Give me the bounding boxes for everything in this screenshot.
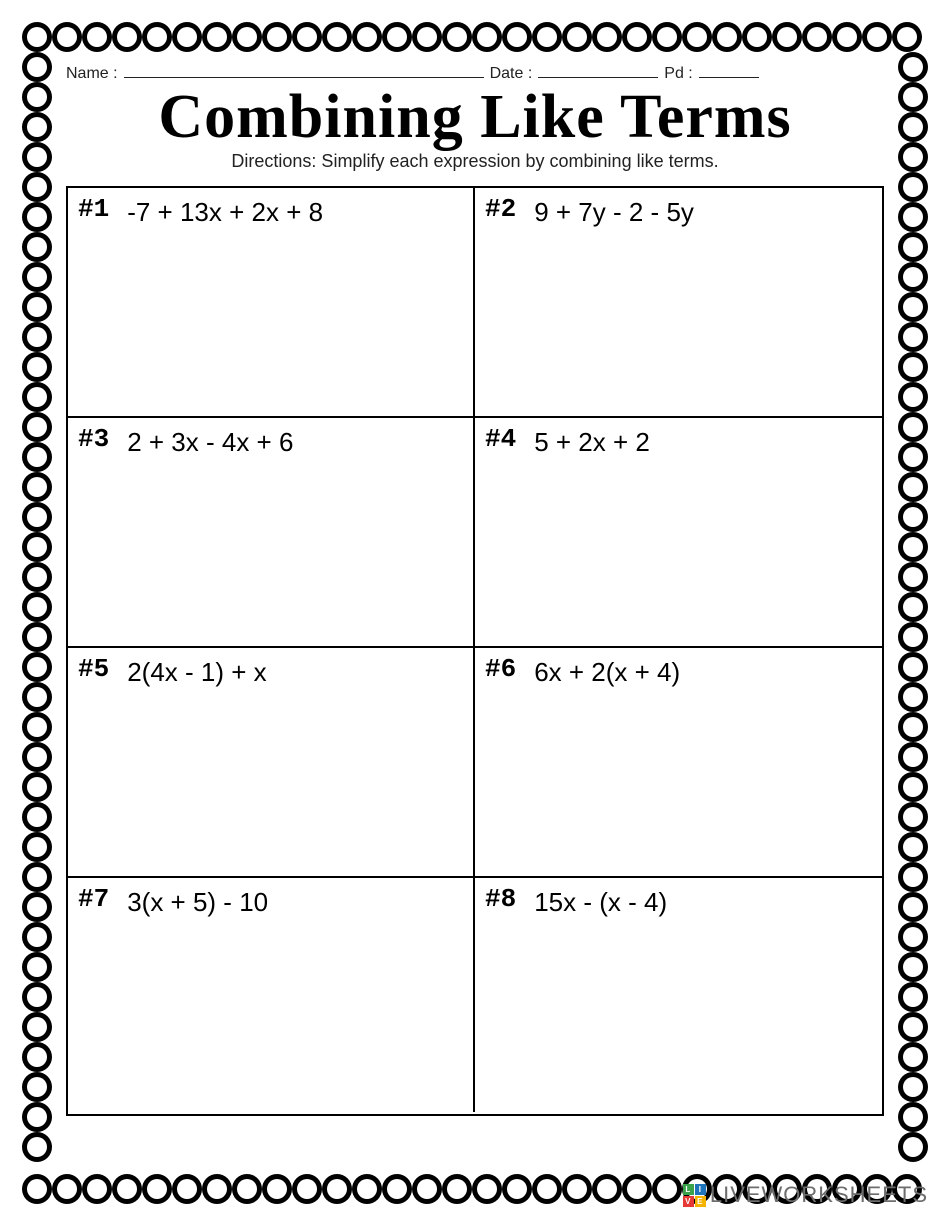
problem-expression: 6x + 2(x + 4) — [534, 654, 680, 690]
problem-expression: 3(x + 5) - 10 — [127, 884, 268, 920]
problem-expression: 9 + 7y - 2 - 5y — [534, 194, 694, 230]
pd-line[interactable] — [699, 60, 759, 78]
problem-cell[interactable]: #7 3(x + 5) - 10 — [68, 878, 475, 1112]
problem-number: #8 — [485, 884, 516, 914]
worksheet-page: Name : Date : Pd : Combining Like Terms … — [18, 18, 932, 1208]
name-line[interactable] — [124, 60, 484, 78]
problem-cell[interactable]: #5 2(4x - 1) + x — [68, 648, 475, 878]
problem-cell[interactable]: #4 5 + 2x + 2 — [475, 418, 882, 648]
date-line[interactable] — [538, 60, 658, 78]
problem-number: #2 — [485, 194, 516, 224]
problem-expression: 15x - (x - 4) — [534, 884, 667, 920]
problem-cell[interactable]: #2 9 + 7y - 2 - 5y — [475, 188, 882, 418]
problem-expression: -7 + 13x + 2x + 8 — [127, 194, 323, 230]
watermark: LIVE LIVEWORKSHEETS — [683, 1182, 928, 1208]
problem-number: #6 — [485, 654, 516, 684]
watermark-text: LIVEWORKSHEETS — [710, 1182, 928, 1208]
problem-cell[interactable]: #6 6x + 2(x + 4) — [475, 648, 882, 878]
problem-number: #4 — [485, 424, 516, 454]
problem-expression: 2 + 3x - 4x + 6 — [127, 424, 293, 460]
directions-text: Directions: Simplify each expression by … — [66, 151, 884, 172]
problem-number: #3 — [78, 424, 109, 454]
watermark-block: V — [683, 1196, 694, 1207]
worksheet-title: Combining Like Terms — [66, 83, 884, 151]
name-label: Name : — [66, 65, 118, 83]
watermark-block: L — [683, 1184, 694, 1195]
problem-grid: #1 -7 + 13x + 2x + 8 #2 9 + 7y - 2 - 5y #3 2 … — [66, 186, 884, 1116]
problem-cell[interactable]: #8 15x - (x - 4) — [475, 878, 882, 1112]
problem-cell[interactable]: #1 -7 + 13x + 2x + 8 — [68, 188, 475, 418]
header-fields: Name : Date : Pd : — [66, 60, 884, 83]
watermark-block: E — [695, 1196, 706, 1207]
problem-cell[interactable]: #3 2 + 3x - 4x + 6 — [68, 418, 475, 648]
watermark-blocks: LIVE — [683, 1184, 706, 1207]
watermark-block: I — [695, 1184, 706, 1195]
problem-number: #7 — [78, 884, 109, 914]
problem-number: #5 — [78, 654, 109, 684]
problem-expression: 5 + 2x + 2 — [534, 424, 650, 460]
problem-expression: 2(4x - 1) + x — [127, 654, 266, 690]
date-label: Date : — [490, 65, 533, 83]
pd-label: Pd : — [664, 65, 692, 83]
content-area: Name : Date : Pd : Combining Like Terms … — [66, 60, 884, 1166]
problem-number: #1 — [78, 194, 109, 224]
